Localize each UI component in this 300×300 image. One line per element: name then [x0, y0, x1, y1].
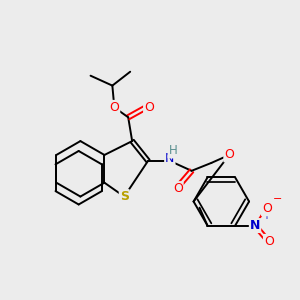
Text: O: O	[224, 148, 234, 161]
Text: O: O	[264, 235, 274, 248]
Text: N: N	[165, 152, 175, 165]
Text: N: N	[250, 219, 260, 232]
Text: −: −	[273, 194, 282, 204]
Text: H: H	[168, 145, 177, 158]
Text: +: +	[262, 211, 270, 220]
Text: O: O	[173, 182, 183, 195]
Text: O: O	[144, 101, 154, 114]
Text: O: O	[110, 101, 119, 114]
Text: S: S	[120, 190, 129, 203]
Text: O: O	[262, 202, 272, 215]
